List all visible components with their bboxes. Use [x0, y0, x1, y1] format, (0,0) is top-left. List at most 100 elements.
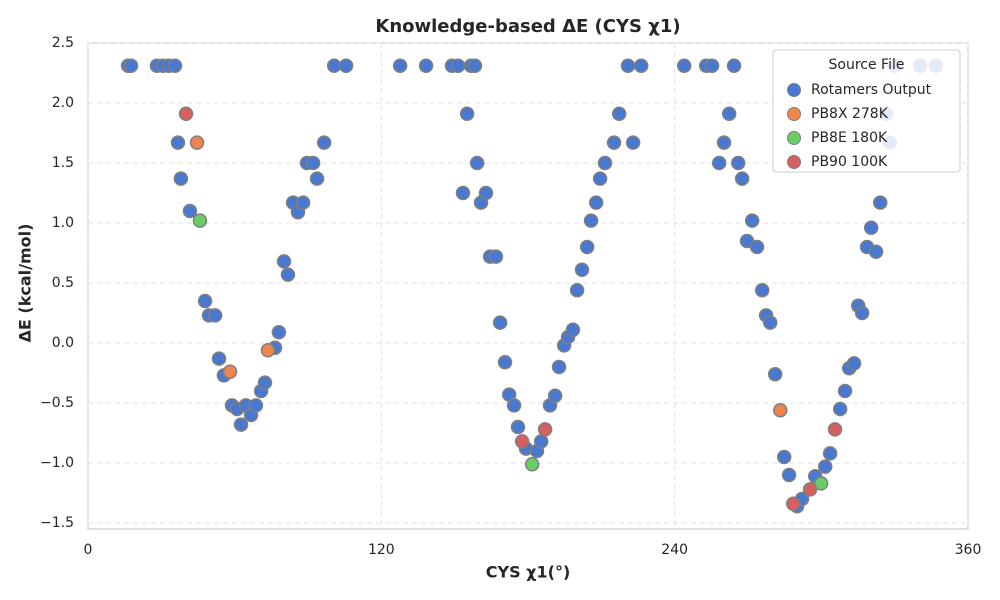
point — [280, 267, 296, 282]
point — [551, 359, 567, 375]
point — [222, 364, 238, 380]
point — [547, 388, 563, 404]
point — [537, 422, 553, 437]
legend-marker — [787, 107, 801, 121]
point — [827, 422, 843, 437]
y-tick-label: −1.5 — [40, 515, 74, 531]
point — [569, 282, 585, 298]
y-tick-label: 1.0 — [52, 215, 74, 231]
point — [524, 456, 540, 472]
point — [822, 446, 838, 461]
point — [271, 324, 287, 340]
legend-label: Rotamers Output — [811, 82, 932, 98]
point — [726, 58, 742, 74]
point — [868, 244, 884, 260]
point — [492, 315, 508, 330]
y-tick-label: 1.5 — [52, 155, 74, 171]
point — [606, 135, 622, 150]
point — [197, 293, 213, 309]
point — [837, 383, 853, 399]
point — [478, 185, 494, 201]
point — [295, 195, 311, 210]
point — [305, 155, 321, 171]
point — [597, 155, 613, 171]
point — [574, 262, 590, 278]
point — [167, 58, 183, 74]
legend-box — [772, 49, 961, 173]
x-tick-label: 360 — [955, 542, 982, 558]
point — [579, 239, 595, 255]
legend-title: Source File — [829, 57, 905, 73]
point — [773, 402, 788, 418]
point — [533, 434, 549, 449]
point — [611, 106, 627, 122]
point — [189, 135, 205, 150]
point — [633, 58, 649, 74]
point — [123, 58, 139, 74]
y-tick-label: −1.0 — [40, 455, 74, 471]
point — [846, 356, 862, 371]
legend-label: PB8E 180K — [811, 130, 888, 146]
point — [316, 135, 332, 150]
point — [785, 496, 801, 512]
point — [734, 171, 750, 186]
point — [872, 195, 888, 210]
point — [730, 155, 746, 171]
point — [767, 366, 783, 382]
point — [173, 171, 189, 186]
x-tick-label: 240 — [661, 542, 688, 558]
point — [211, 351, 227, 366]
point — [704, 58, 720, 74]
point — [338, 58, 354, 74]
point — [233, 417, 249, 432]
legend-marker — [787, 83, 801, 97]
chart-title: Knowledge-based ΔE (CYS χ1) — [375, 16, 680, 37]
point — [207, 308, 223, 323]
legend-label: PB8X 278K — [811, 106, 889, 122]
point — [326, 58, 342, 74]
point — [467, 58, 483, 74]
point — [276, 254, 292, 269]
point — [309, 171, 325, 186]
point — [813, 476, 829, 491]
point — [776, 449, 792, 465]
point — [711, 155, 727, 171]
point — [565, 322, 581, 338]
point — [583, 213, 599, 228]
point — [170, 135, 186, 150]
point — [514, 434, 530, 449]
x-tick-label: 0 — [84, 542, 93, 558]
legend-marker — [787, 131, 801, 145]
point — [754, 282, 770, 298]
point — [781, 467, 797, 483]
point — [497, 354, 513, 370]
y-tick-label: 2.0 — [52, 95, 74, 111]
point — [588, 195, 604, 210]
point — [392, 58, 408, 74]
point — [749, 239, 765, 255]
point — [260, 342, 276, 358]
point — [676, 58, 692, 74]
point — [506, 398, 522, 413]
point — [802, 482, 818, 497]
point — [459, 106, 475, 122]
point — [418, 58, 434, 74]
point — [192, 213, 208, 228]
point — [854, 305, 870, 321]
point — [450, 58, 466, 74]
point — [716, 135, 732, 150]
point — [817, 459, 833, 474]
point — [510, 419, 526, 435]
point — [744, 213, 760, 228]
x-tick-label: 120 — [368, 542, 395, 558]
point — [863, 220, 879, 236]
x-axis-label: CYS χ1(°) — [486, 563, 571, 582]
y-tick-label: 2.5 — [52, 35, 74, 51]
point — [592, 171, 608, 186]
point — [620, 58, 636, 74]
point — [248, 398, 264, 413]
point — [762, 315, 778, 330]
y-tick-label: −0.5 — [40, 395, 74, 411]
